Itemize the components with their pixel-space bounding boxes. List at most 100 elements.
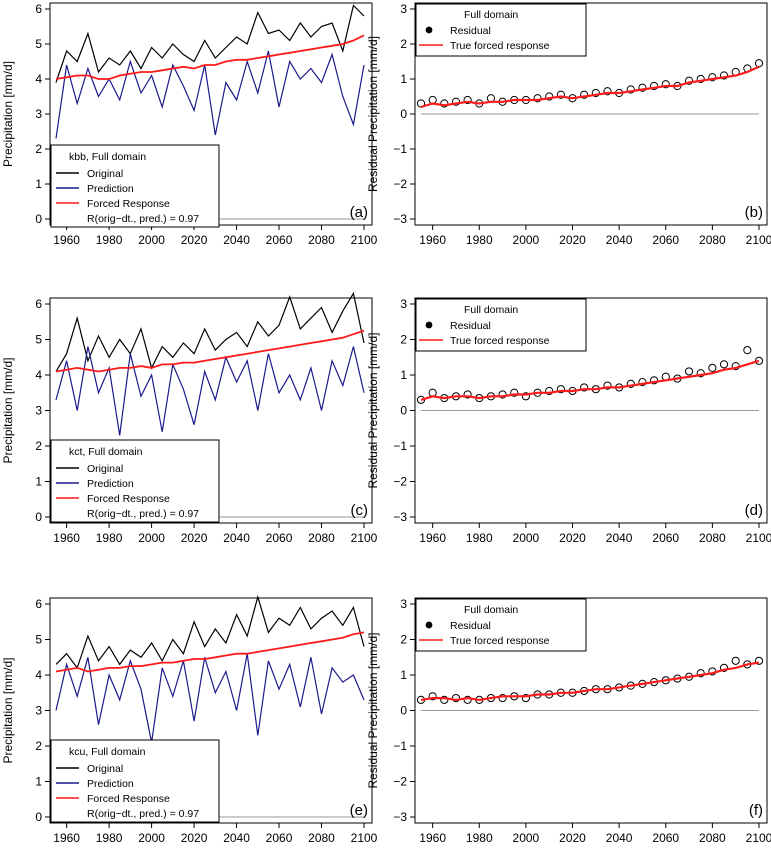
x-tick-label: 2000 [513,831,540,845]
legend-stat: R(orig−dt., pred.) = 0.97 [87,808,199,820]
x-tick-label: 2040 [606,831,633,845]
data-point [661,80,670,89]
series-true-forced-response [420,661,760,702]
y-tick-label: 3 [400,2,407,16]
series-true-forced-response [420,359,760,401]
x-tick-label: 2020 [559,531,586,545]
legend-symbol [425,26,433,34]
panel-label: (e) [350,802,368,819]
x-tick-label: 2080 [308,531,335,545]
series-residual [416,346,764,404]
data-point [545,386,554,396]
x-tick-label: 2020 [559,233,586,247]
panel-label: (d) [745,502,763,519]
legend-box [415,598,587,652]
y-tick-label: −3 [393,510,407,524]
x-tick-label: 2020 [181,831,208,845]
x-tick-label: 1960 [419,233,446,247]
legend-entry: Forced Response [87,493,170,505]
panel-label: (c) [351,502,369,519]
data-point [533,94,542,103]
x-tick-label: 2060 [652,531,679,545]
x-tick-label: 2040 [223,531,250,545]
y-axis-label: Residual Precipitation [mm/d] [366,332,380,488]
data-point [684,76,694,85]
data-point [416,99,426,108]
y-tick-label: 3 [400,597,407,611]
series-line [55,594,365,670]
legend: kcu, Full domain Original Prediction Forced… [50,739,220,823]
series-original [55,291,365,372]
series-forced-response [55,34,365,80]
legend-entry: Residual [450,320,491,332]
y-tick-label: 2 [35,739,42,753]
x-tick-label: 2100 [351,531,378,545]
legend: kbb, Full domain Original Prediction Forced… [50,144,220,228]
legend-box [415,3,587,57]
data-point [463,390,472,399]
y-tick-label: 0 [35,810,42,824]
data-point [708,73,717,82]
series-prediction [55,653,365,743]
legend-box [50,144,220,228]
data-point [754,656,764,665]
x-tick-label: 2100 [351,831,378,845]
x-tick-label: 2040 [223,233,250,247]
data-point [696,369,705,378]
series-original [55,4,365,83]
panel-a: 0 1 2 3 4 5 6 1960 1980 2000 2020 2040 2060 2080 2100 P… [1,2,378,247]
legend-symbol [425,621,433,629]
y-tick-label: 4 [35,668,42,682]
x-tick-label: 2000 [138,531,165,545]
series-line [55,50,365,139]
x-tick-label: 2000 [138,233,165,247]
y-tick-label: 4 [35,368,42,382]
y-tick-label: 0 [35,212,42,226]
series-line [55,34,365,80]
x-tick-label: 1980 [466,531,493,545]
y-tick-label: 2 [35,439,42,453]
y-tick-label: −1 [393,439,407,453]
y-tick-label: 2 [400,333,407,347]
data-point [463,95,472,105]
y-tick-label: 0 [35,510,42,524]
panel-label: (b) [745,204,763,221]
legend-symbol [425,321,433,329]
panel-c: 0 1 2 3 4 5 6 1960 1980 2000 2020 2040 2060 2080 2100 P… [1,291,378,545]
y-tick-label: 4 [35,72,42,86]
y-axis-label: Precipitation [mm/d] [1,61,15,167]
x-tick-label: 2080 [699,233,726,247]
y-tick-label: 3 [35,107,42,121]
y-tick-label: 1 [35,177,42,191]
x-tick-label: 1980 [96,831,123,845]
y-tick-label: 3 [400,297,407,311]
y-axis-label: Residual Precipitation [mm/d] [366,632,380,788]
data-point [521,392,530,401]
data-point [626,379,635,388]
x-tick-label: 1960 [53,531,80,545]
data-point [556,90,565,99]
y-tick-label: 6 [35,597,42,611]
data-point [743,346,752,355]
y-tick-label: 1 [400,72,407,86]
panel-b: −3 −2 −1 0 1 2 3 1960 1980 2000 2020 2040 2060 2080 21… [366,2,771,247]
legend-title: Full domain [464,304,518,316]
data-point [451,97,461,106]
x-tick-label: 2000 [138,831,165,845]
y-tick-label: 0 [400,107,407,121]
y-tick-label: 5 [35,633,42,647]
legend-entry: Prediction [87,478,134,490]
data-point [510,388,519,397]
legend-box [50,739,220,823]
x-tick-label: 2080 [699,831,726,845]
series-line [55,653,365,743]
legend-entry: Residual [450,25,491,37]
x-tick-label: 2040 [606,531,633,545]
legend-title: Full domain [464,604,518,616]
x-tick-label: 1960 [419,531,446,545]
legend-title: kct, Full domain [69,446,143,458]
series-original [55,594,365,670]
panel-f: −3 −2 −1 0 1 2 3 1960 1980 2000 2020 2040 2060 2080 21… [366,597,771,845]
x-tick-label: 2060 [266,233,293,247]
